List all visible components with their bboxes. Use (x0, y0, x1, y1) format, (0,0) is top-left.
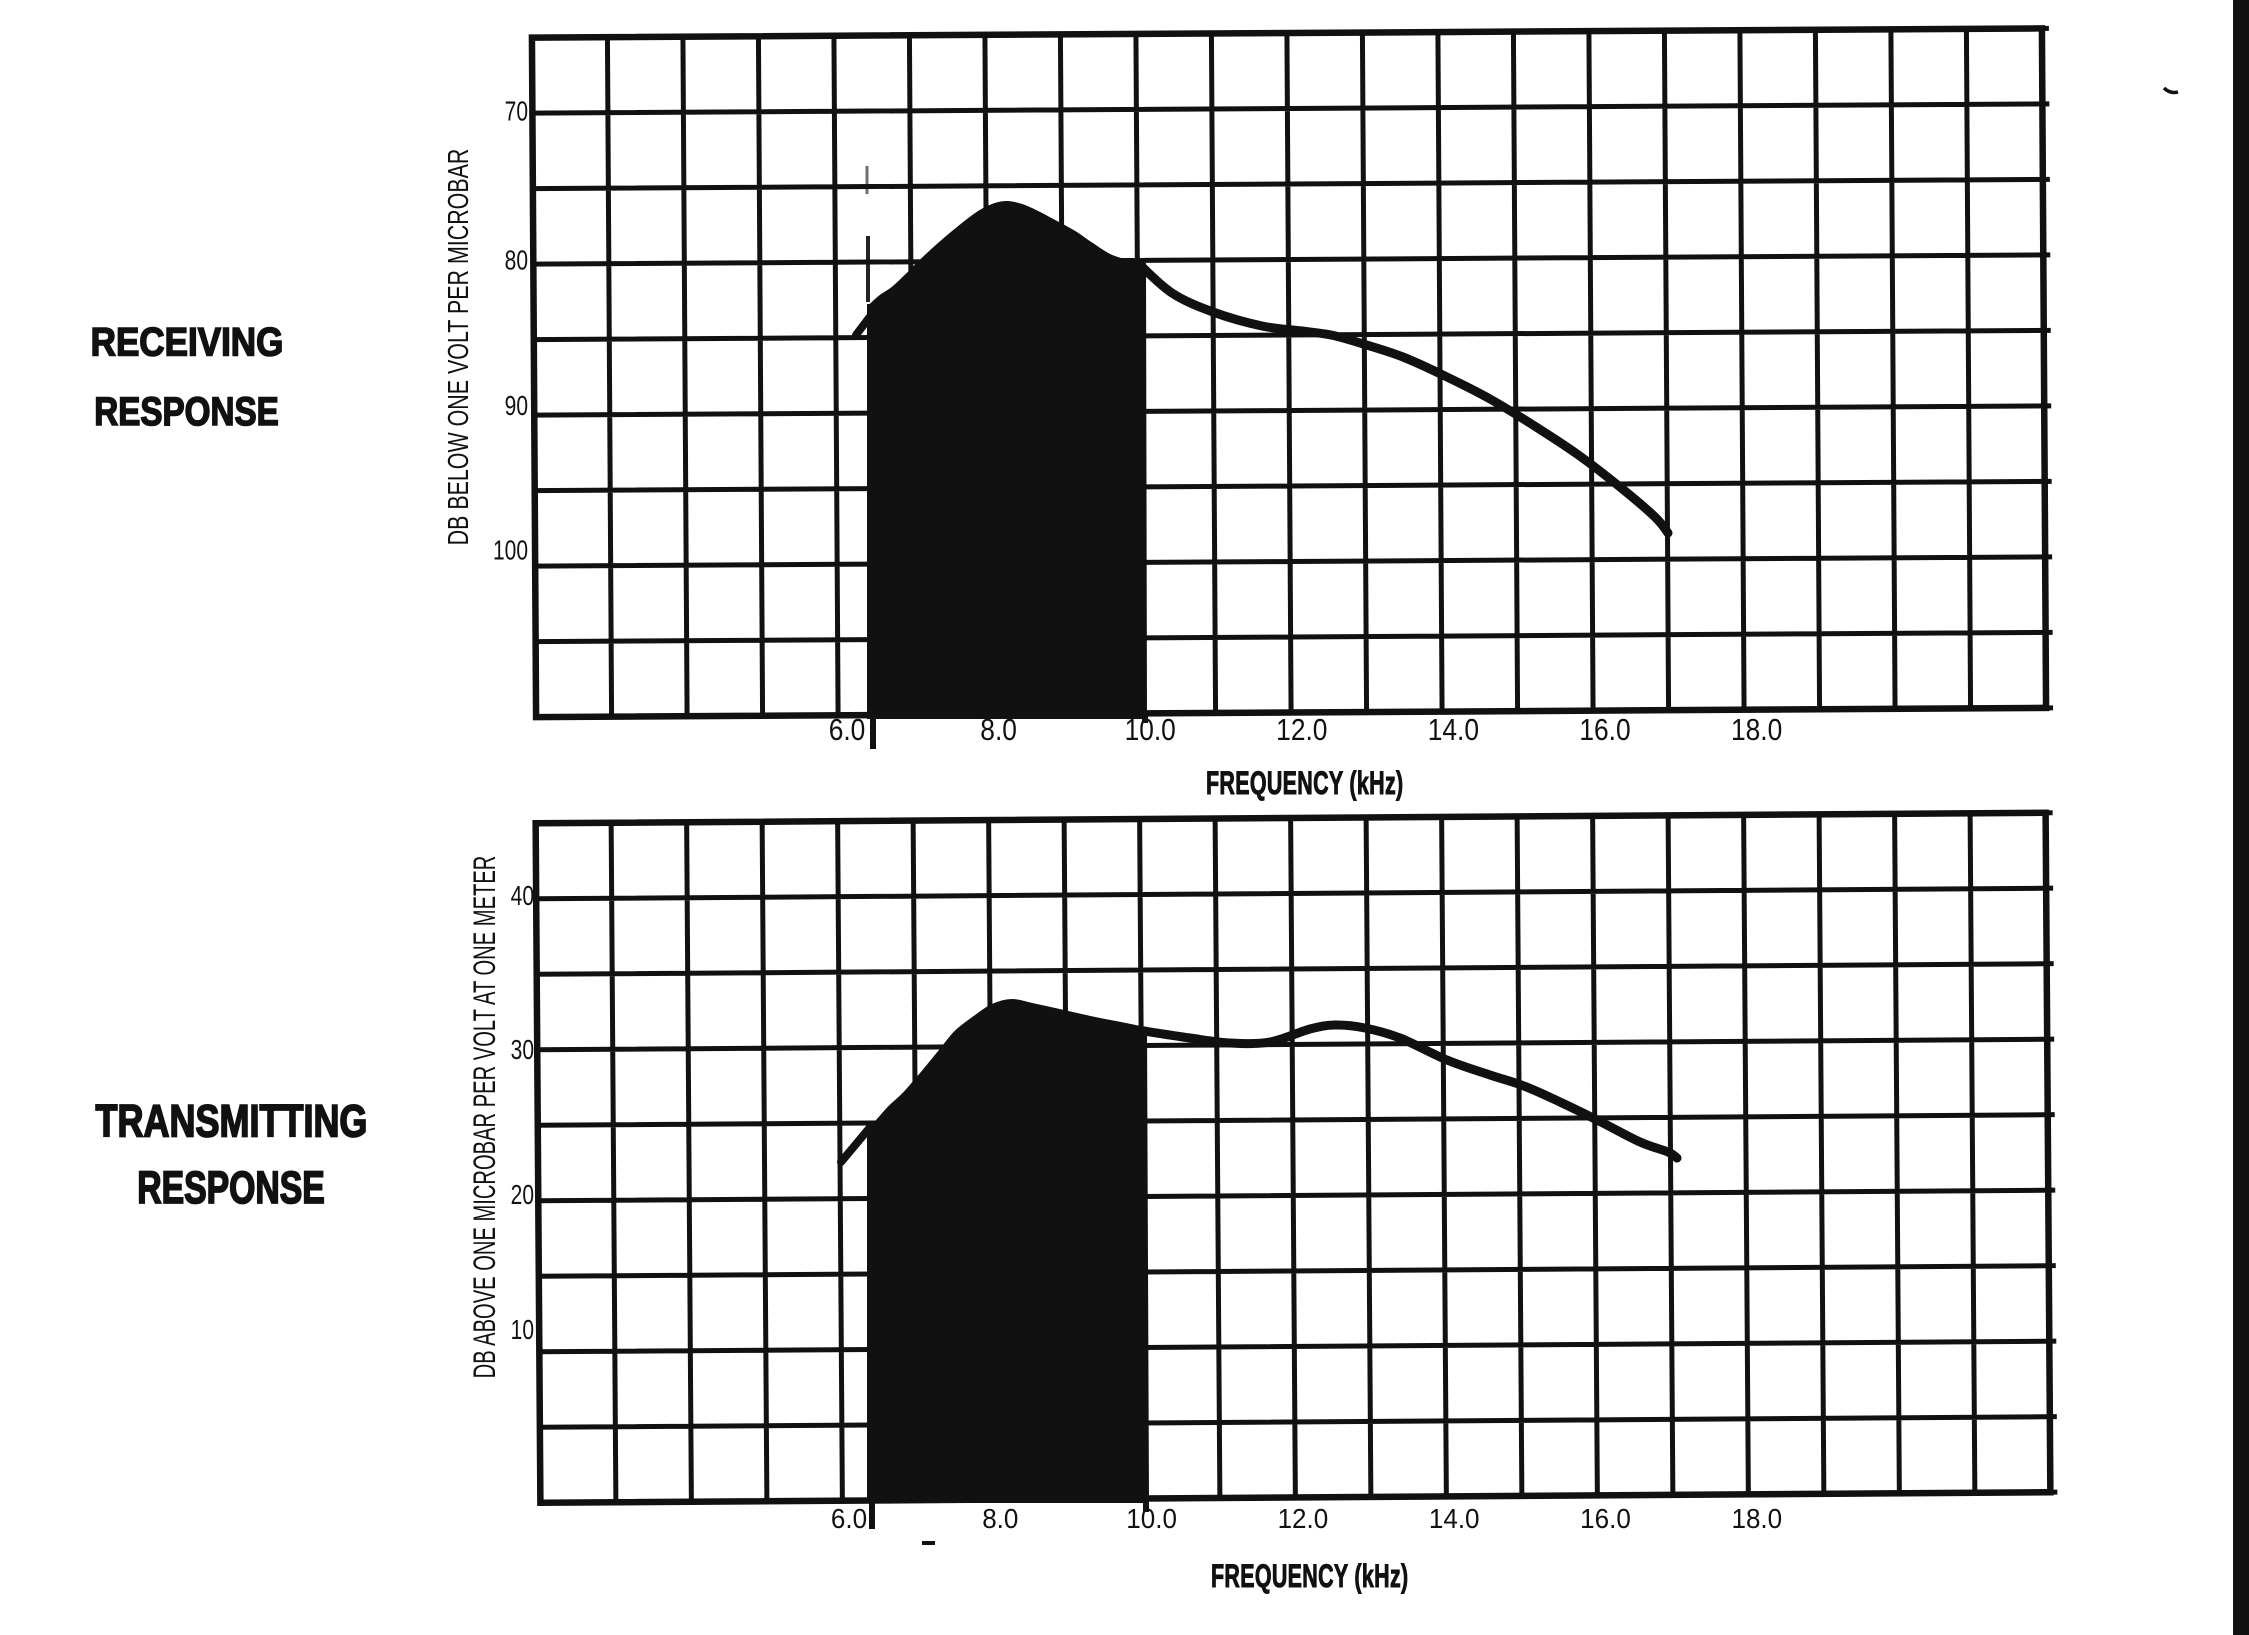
svg-text:10.0: 10.0 (1125, 713, 1176, 747)
svg-text:6.0: 6.0 (831, 1503, 867, 1534)
svg-text:14.0: 14.0 (1429, 1503, 1480, 1534)
svg-text:80: 80 (505, 246, 528, 277)
svg-text:40: 40 (511, 881, 534, 912)
svg-text:DB ABOVE ONE MICROBAR PER VOLT: DB ABOVE ONE MICROBAR PER VOLT AT ONE ME… (466, 856, 502, 1379)
svg-text:10.0: 10.0 (1126, 1503, 1177, 1534)
svg-text:12.0: 12.0 (1278, 1503, 1329, 1534)
svg-text:8.0: 8.0 (980, 713, 1017, 747)
svg-text:10: 10 (511, 1315, 534, 1346)
svg-text:30: 30 (511, 1035, 534, 1066)
svg-text:20: 20 (511, 1180, 534, 1211)
svg-text:18.0: 18.0 (1731, 1503, 1782, 1534)
svg-text:RESPONSE: RESPONSE (94, 389, 278, 434)
svg-text:14.0: 14.0 (1428, 713, 1479, 747)
svg-text:12.0: 12.0 (1276, 713, 1327, 747)
svg-text:RESPONSE: RESPONSE (137, 1163, 325, 1213)
svg-text:DB BELOW ONE VOLT PER MICROBAR: DB BELOW ONE VOLT PER MICROBAR (443, 149, 475, 546)
svg-text:6.0: 6.0 (829, 713, 866, 747)
svg-text:18.0: 18.0 (1731, 713, 1782, 747)
svg-text:FREQUENCY (kHz): FREQUENCY (kHz) (1211, 1558, 1408, 1594)
svg-text:70: 70 (505, 97, 528, 128)
svg-text:100: 100 (493, 536, 528, 567)
svg-text:FREQUENCY (kHz): FREQUENCY (kHz) (1206, 765, 1403, 801)
svg-text:90: 90 (505, 391, 528, 422)
svg-text:8.0: 8.0 (982, 1503, 1018, 1534)
svg-text:TRANSMITTING: TRANSMITTING (96, 1096, 368, 1147)
svg-text:16.0: 16.0 (1579, 713, 1630, 747)
svg-text:16.0: 16.0 (1580, 1503, 1631, 1534)
svg-text:RECEIVING: RECEIVING (91, 319, 284, 364)
